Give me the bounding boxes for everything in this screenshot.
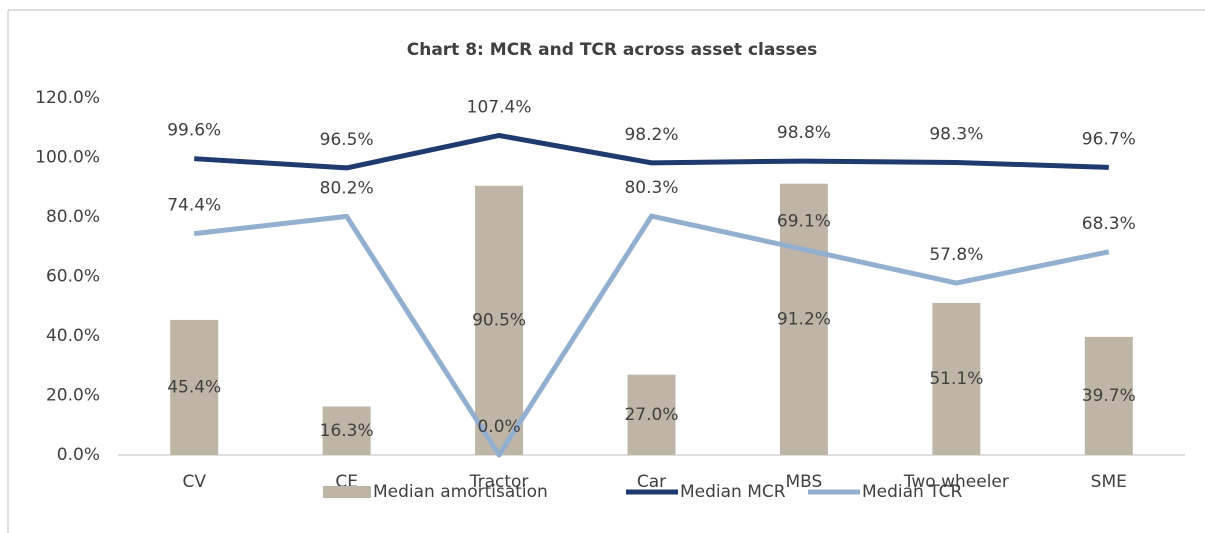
- data-label: 57.8%: [929, 245, 983, 265]
- x-tick-label: MBS: [786, 472, 823, 492]
- data-label: 68.3%: [1082, 214, 1136, 234]
- y-tick-label: 100.0%: [35, 148, 100, 168]
- y-tick-label: 0.0%: [57, 445, 100, 465]
- line: [194, 132, 1109, 171]
- data-label: 99.6%: [167, 121, 221, 141]
- data-label: 91.2%: [777, 309, 831, 329]
- data-label: 51.1%: [929, 369, 983, 389]
- y-tick-label: 120.0%: [35, 88, 100, 108]
- bar: [475, 185, 524, 455]
- data-label: 96.5%: [320, 130, 374, 150]
- data-label: 16.3%: [320, 421, 374, 441]
- x-tick-label: Tractor: [469, 472, 529, 492]
- bar: [627, 374, 676, 455]
- legend-label: Median TCR: [862, 482, 962, 502]
- bar: [1084, 336, 1133, 455]
- x-tick-label: CV: [182, 472, 206, 492]
- chart-title: Chart 8: MCR and TCR across asset classe…: [407, 40, 817, 60]
- y-tick-label: 40.0%: [46, 326, 100, 346]
- data-label: 27.0%: [624, 405, 678, 425]
- data-label: 45.4%: [167, 377, 221, 397]
- data-label: 107.4%: [467, 97, 532, 117]
- data-label: 0.0%: [477, 417, 520, 437]
- data-label: 74.4%: [167, 196, 221, 216]
- bar: [779, 183, 828, 455]
- legend-label: Median MCR: [680, 482, 786, 502]
- line: [193, 213, 1110, 458]
- data-label: 39.7%: [1082, 386, 1136, 406]
- bar: [322, 406, 371, 455]
- data-label: 98.3%: [929, 125, 983, 145]
- data-label: 69.1%: [777, 211, 831, 231]
- x-tick-label: SME: [1091, 472, 1127, 492]
- bar: [932, 302, 981, 455]
- data-label: 96.7%: [1082, 129, 1136, 149]
- bar: [170, 319, 219, 455]
- data-label: 80.3%: [624, 178, 678, 198]
- y-tick-label: 20.0%: [46, 386, 100, 406]
- x-tick-label: Two wheeler: [903, 472, 1009, 492]
- legend-label: Median amortisation: [373, 482, 548, 502]
- data-label: 98.8%: [777, 123, 831, 143]
- data-label: 80.2%: [320, 178, 374, 198]
- legend-swatch: [323, 486, 371, 498]
- data-label: 98.2%: [624, 125, 678, 145]
- y-tick-label: 60.0%: [46, 267, 100, 287]
- data-label: 90.5%: [472, 310, 526, 330]
- x-tick-label: Car: [637, 472, 666, 492]
- y-tick-label: 80.0%: [46, 207, 100, 227]
